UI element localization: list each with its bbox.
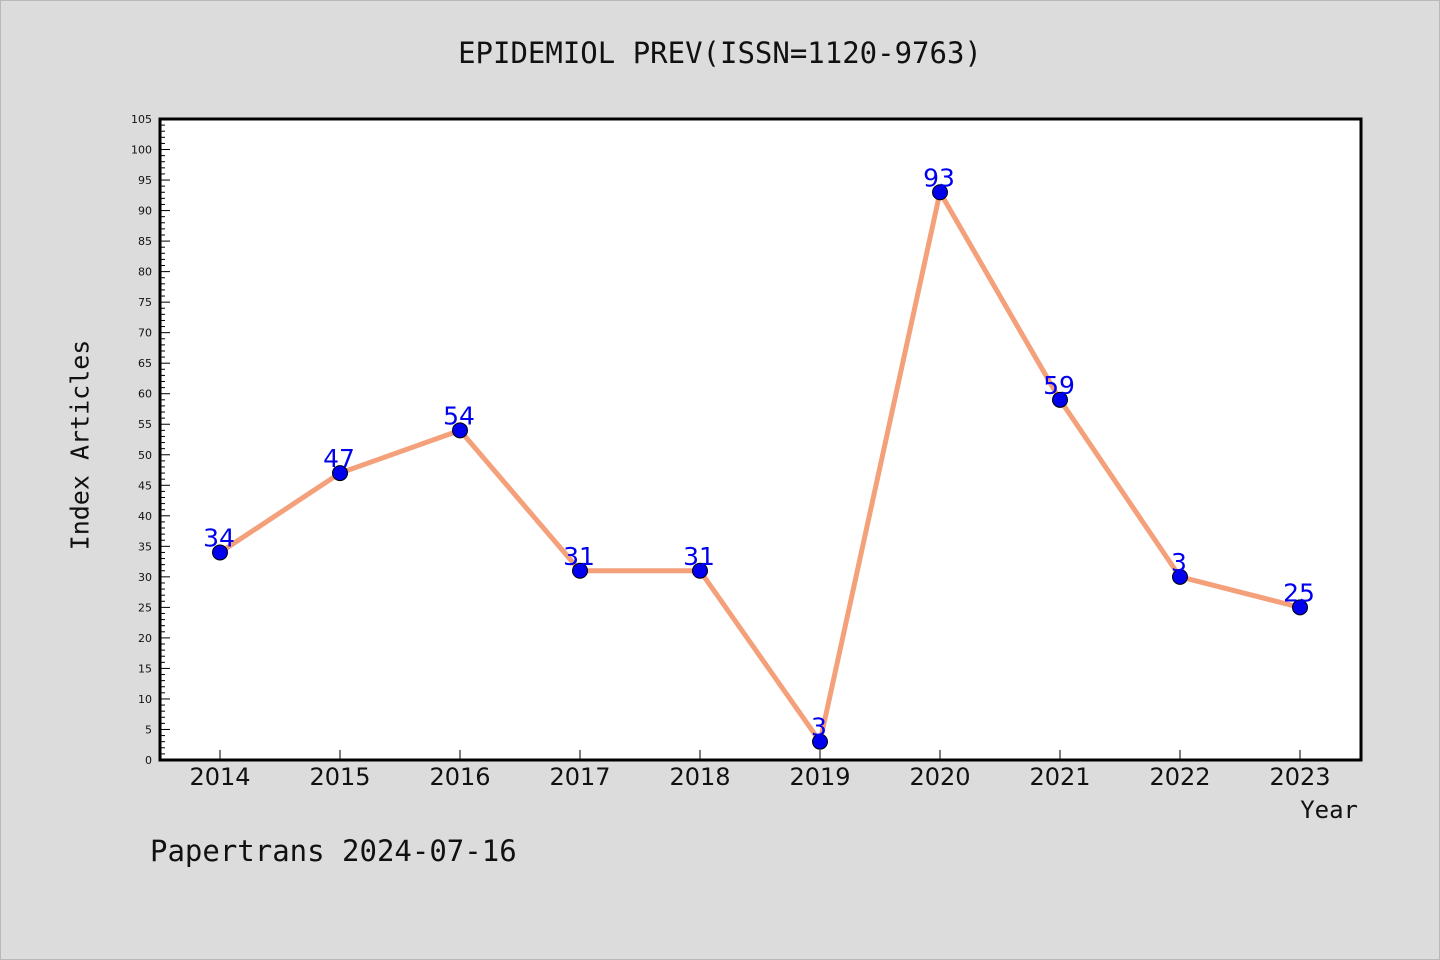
y-tick-label: 100 xyxy=(131,144,152,157)
data-point xyxy=(572,562,588,579)
y-tick-label: 95 xyxy=(138,174,152,187)
y-tick-label: 60 xyxy=(138,388,152,401)
x-tick-label: 2020 xyxy=(909,763,970,791)
series-line xyxy=(217,189,1303,745)
data-point xyxy=(932,184,948,201)
x-tick-label: 2017 xyxy=(549,763,610,791)
x-tick-label: 2022 xyxy=(1149,763,1210,791)
y-tick-label: 50 xyxy=(138,449,152,462)
data-point xyxy=(1052,391,1068,408)
y-tick-label: 75 xyxy=(138,296,152,309)
data-label: 34 xyxy=(203,523,235,552)
series-line-group: 34 47 54 31 31 3 93 59 3 25 xyxy=(203,163,1315,750)
x-tick-label: 2015 xyxy=(309,763,370,791)
x-axis-ticks: 2014 2015 2016 2017 2018 2019 2020 2021 2022 2023 xyxy=(189,750,1331,791)
y-tick-label: 80 xyxy=(138,266,152,279)
y-tick-label: 25 xyxy=(138,601,152,614)
data-point xyxy=(332,465,348,482)
data-label: 93 xyxy=(923,163,955,192)
x-axis-label: Year xyxy=(1300,796,1358,824)
y-tick-label: 10 xyxy=(138,693,152,706)
y-tick-label: 70 xyxy=(138,327,152,340)
data-label: 3 xyxy=(811,713,827,742)
y-tick-label: 85 xyxy=(138,235,152,248)
x-tick-label: 2023 xyxy=(1269,763,1330,791)
y-tick-label: 15 xyxy=(138,662,152,675)
data-label: 47 xyxy=(323,444,355,473)
y-tick-label: 5 xyxy=(145,723,152,736)
y-tick-label: 55 xyxy=(138,418,152,431)
x-tick-label: 2021 xyxy=(1029,763,1090,791)
data-point xyxy=(452,422,468,439)
data-label: 31 xyxy=(683,542,715,571)
y-axis-label: Index Articles xyxy=(65,339,95,551)
y-tick-label: 0 xyxy=(145,754,152,767)
data-label: 54 xyxy=(443,401,475,430)
y-tick-label: 65 xyxy=(138,357,152,370)
data-label: 3 xyxy=(1171,548,1187,577)
y-tick-label: 35 xyxy=(138,540,152,553)
data-label: 25 xyxy=(1283,578,1315,607)
x-tick-label: 2018 xyxy=(669,763,730,791)
chart-title: EPIDEMIOL PREV(ISSN=1120-9763) xyxy=(458,36,982,70)
data-point xyxy=(1172,568,1188,585)
y-tick-label: 90 xyxy=(138,205,152,218)
data-point xyxy=(812,733,828,750)
data-label: 31 xyxy=(563,542,595,571)
y-tick-label: 20 xyxy=(138,632,152,645)
data-point xyxy=(1292,599,1308,616)
x-tick-label: 2016 xyxy=(429,763,490,791)
y-tick-label: 45 xyxy=(138,479,152,492)
x-tick-label: 2014 xyxy=(189,763,250,791)
data-point xyxy=(692,562,708,579)
data-point xyxy=(212,544,228,561)
y-tick-label: 40 xyxy=(138,510,152,523)
y-tick-label: 30 xyxy=(138,571,152,584)
plot-border xyxy=(158,117,1363,762)
plot-area xyxy=(160,119,1361,760)
data-label: 59 xyxy=(1043,371,1075,400)
x-tick-label: 2019 xyxy=(789,763,850,791)
footer-note: Papertrans 2024-07-16 xyxy=(150,834,517,868)
y-tick-label: 105 xyxy=(131,113,152,126)
